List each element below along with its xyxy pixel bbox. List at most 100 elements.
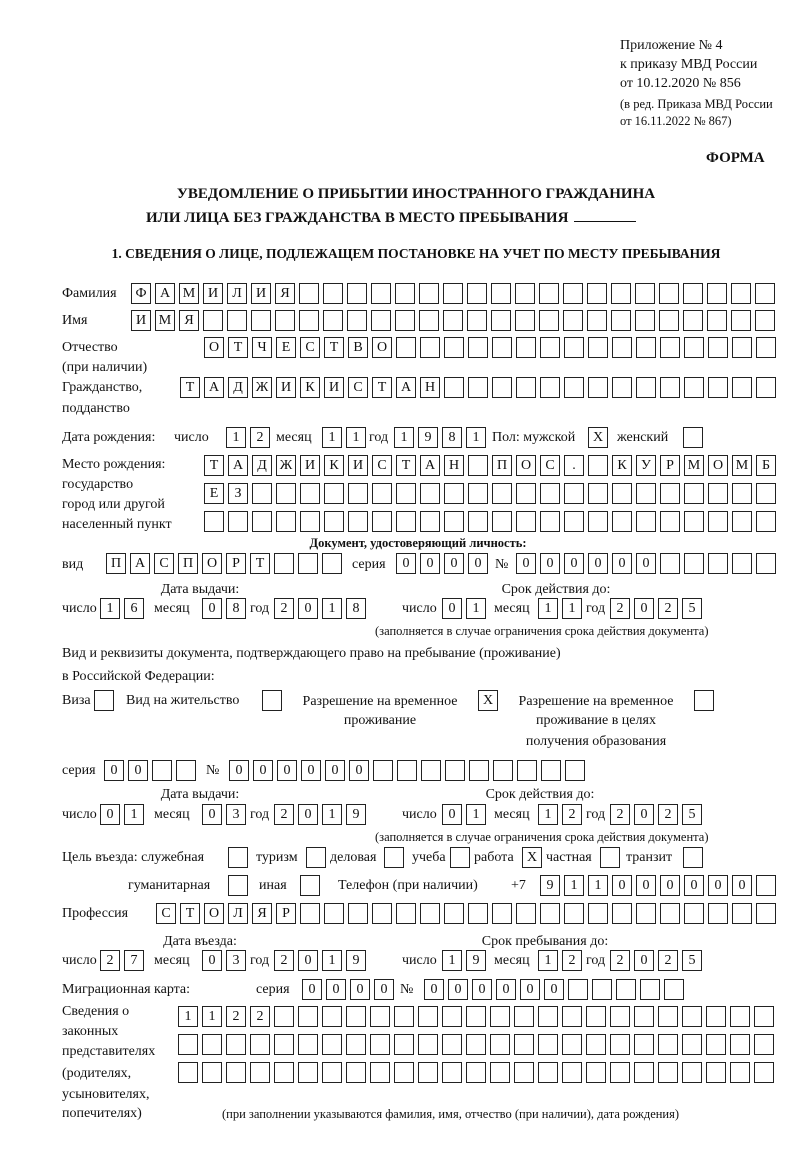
char-cell[interactable] [636, 483, 656, 504]
char-cell[interactable]: О [204, 903, 224, 924]
checkbox-cell[interactable] [384, 847, 404, 868]
char-cell[interactable] [300, 483, 320, 504]
char-cell[interactable] [517, 760, 537, 781]
char-cell[interactable] [541, 760, 561, 781]
char-cell[interactable]: 0 [660, 875, 680, 896]
char-cell[interactable]: 9 [346, 950, 366, 971]
char-cell[interactable] [708, 903, 728, 924]
char-cell[interactable]: 0 [634, 804, 654, 825]
char-cell[interactable]: 0 [298, 804, 318, 825]
purpose-study-checkbox[interactable] [450, 847, 470, 868]
char-cell[interactable]: 8 [226, 598, 246, 619]
char-cell[interactable] [418, 1034, 438, 1055]
char-cell[interactable]: О [372, 337, 392, 358]
checkbox-cell[interactable] [300, 875, 320, 896]
char-cell[interactable]: 0 [104, 760, 124, 781]
char-cell[interactable] [492, 337, 512, 358]
char-cell[interactable] [516, 903, 536, 924]
char-cell[interactable] [540, 903, 560, 924]
char-cell[interactable] [468, 377, 488, 398]
char-cell[interactable]: 0 [612, 553, 632, 574]
char-cell[interactable]: 0 [564, 553, 584, 574]
purpose-other-checkbox[interactable] [300, 875, 320, 896]
char-cell[interactable]: Ж [252, 377, 272, 398]
char-cell[interactable]: 0 [253, 760, 273, 781]
char-cell[interactable]: О [202, 553, 222, 574]
char-cell[interactable]: 2 [250, 427, 270, 448]
char-cell[interactable] [348, 903, 368, 924]
char-cell[interactable] [636, 903, 656, 924]
checkbox-cell[interactable]: X [522, 847, 542, 868]
char-cell[interactable]: М [732, 455, 752, 476]
char-cell[interactable]: З [228, 483, 248, 504]
char-cell[interactable] [658, 1006, 678, 1027]
char-cell[interactable] [203, 310, 223, 331]
char-cell[interactable] [396, 483, 416, 504]
char-cell[interactable] [516, 377, 536, 398]
char-cell[interactable]: И [251, 283, 271, 304]
char-cell[interactable] [444, 337, 464, 358]
char-cell[interactable]: О [708, 455, 728, 476]
char-cell[interactable] [324, 903, 344, 924]
purpose-tourism-checkbox[interactable] [306, 847, 326, 868]
char-cell[interactable]: 2 [100, 950, 120, 971]
char-cell[interactable]: Т [372, 377, 392, 398]
char-cell[interactable] [442, 1062, 462, 1083]
char-cell[interactable] [586, 1034, 606, 1055]
char-cell[interactable]: Р [276, 903, 296, 924]
char-cell[interactable] [684, 511, 704, 532]
char-cell[interactable]: Л [227, 283, 247, 304]
char-cell[interactable] [227, 310, 247, 331]
char-cell[interactable]: 2 [250, 1006, 270, 1027]
sex-male-checkbox[interactable]: X [588, 427, 608, 448]
char-cell[interactable]: С [154, 553, 174, 574]
char-cell[interactable]: П [106, 553, 126, 574]
char-cell[interactable]: 0 [516, 553, 536, 574]
purpose-business-checkbox[interactable] [384, 847, 404, 868]
char-cell[interactable] [394, 1006, 414, 1027]
char-cell[interactable]: 0 [634, 598, 654, 619]
char-cell[interactable] [418, 1006, 438, 1027]
char-cell[interactable] [683, 310, 703, 331]
char-cell[interactable] [443, 283, 463, 304]
char-cell[interactable]: Р [660, 455, 680, 476]
char-cell[interactable]: 0 [302, 979, 322, 1000]
char-cell[interactable] [274, 553, 294, 574]
char-cell[interactable] [347, 283, 367, 304]
char-cell[interactable]: 0 [202, 804, 222, 825]
char-cell[interactable] [636, 377, 656, 398]
char-cell[interactable] [323, 283, 343, 304]
char-cell[interactable]: 0 [442, 804, 462, 825]
char-cell[interactable]: 0 [349, 760, 369, 781]
char-cell[interactable] [298, 1034, 318, 1055]
char-cell[interactable] [540, 377, 560, 398]
char-cell[interactable] [492, 511, 512, 532]
char-cell[interactable] [466, 1006, 486, 1027]
char-cell[interactable] [490, 1062, 510, 1083]
char-cell[interactable] [396, 903, 416, 924]
char-cell[interactable]: И [131, 310, 151, 331]
char-cell[interactable] [610, 1006, 630, 1027]
char-cell[interactable] [568, 979, 588, 1000]
char-cell[interactable]: М [179, 283, 199, 304]
char-cell[interactable]: К [612, 455, 632, 476]
char-cell[interactable]: 0 [100, 804, 120, 825]
char-cell[interactable] [756, 903, 776, 924]
char-cell[interactable] [610, 1062, 630, 1083]
char-cell[interactable] [396, 337, 416, 358]
char-cell[interactable] [444, 377, 464, 398]
char-cell[interactable]: 0 [396, 553, 416, 574]
char-cell[interactable] [491, 283, 511, 304]
char-cell[interactable]: 0 [374, 979, 394, 1000]
char-cell[interactable] [564, 337, 584, 358]
checkbox-cell[interactable] [450, 847, 470, 868]
char-cell[interactable] [730, 1034, 750, 1055]
